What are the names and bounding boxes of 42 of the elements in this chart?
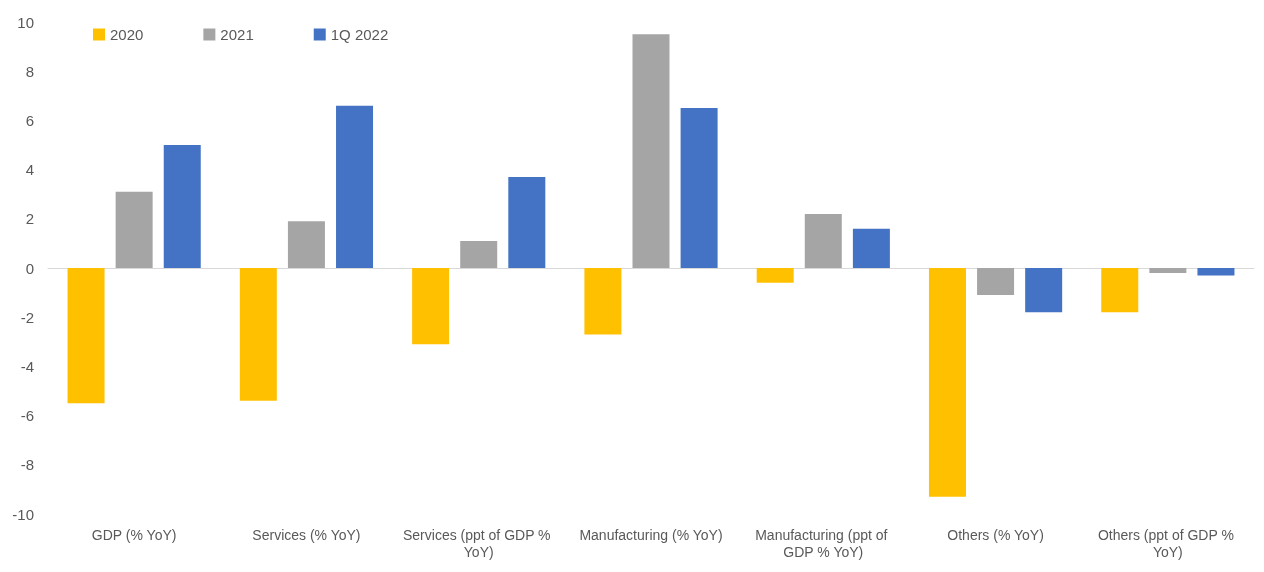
bar xyxy=(239,268,277,401)
x-tick-label: GDP (% YoY) xyxy=(91,526,177,543)
bar xyxy=(67,268,105,404)
bar xyxy=(115,191,153,268)
bar xyxy=(852,228,890,268)
bar xyxy=(977,268,1015,296)
x-tick-label: Manufacturing (% YoY) xyxy=(579,526,723,543)
bar xyxy=(1101,268,1139,313)
y-tick-label: -4 xyxy=(20,357,34,375)
y-tick-label: -2 xyxy=(20,308,34,326)
x-tick-label: Services (% YoY) xyxy=(252,526,361,543)
y-tick-label: 0 xyxy=(25,259,34,277)
bar xyxy=(163,145,201,268)
bar xyxy=(632,34,670,268)
y-tick-label: 4 xyxy=(25,161,34,179)
y-tick-label: -10 xyxy=(12,505,34,523)
bar xyxy=(928,268,966,497)
x-tick-label: Services (ppt of GDP % YoY) xyxy=(402,526,555,560)
bar xyxy=(804,213,842,268)
y-tick-label: 6 xyxy=(25,111,34,129)
x-tick-label: Others (% YoY) xyxy=(947,526,1044,543)
bar xyxy=(1197,268,1235,276)
y-tick-label: -6 xyxy=(20,407,34,425)
bar xyxy=(1149,268,1187,273)
y-tick-label: 8 xyxy=(25,62,34,80)
y-tick-label: -8 xyxy=(20,456,34,474)
bar xyxy=(508,176,546,268)
bar xyxy=(756,268,794,283)
bar xyxy=(1025,268,1063,313)
x-tick-label: Manufacturing (ppt of GDP % YoY) xyxy=(755,526,892,560)
bar xyxy=(287,221,325,268)
bar xyxy=(336,105,374,268)
y-tick-label: 2 xyxy=(25,210,34,228)
bar xyxy=(584,268,622,335)
y-tick-label: 10 xyxy=(17,13,34,31)
legend-label: 2020 xyxy=(110,26,144,43)
legend-label: 1Q 2022 xyxy=(330,26,389,43)
legend-label: 2021 xyxy=(220,26,254,43)
bar xyxy=(412,268,450,345)
bar xyxy=(460,240,498,268)
bar xyxy=(680,108,718,268)
x-tick-label: Others (ppt of GDP % YoY) xyxy=(1097,526,1238,560)
